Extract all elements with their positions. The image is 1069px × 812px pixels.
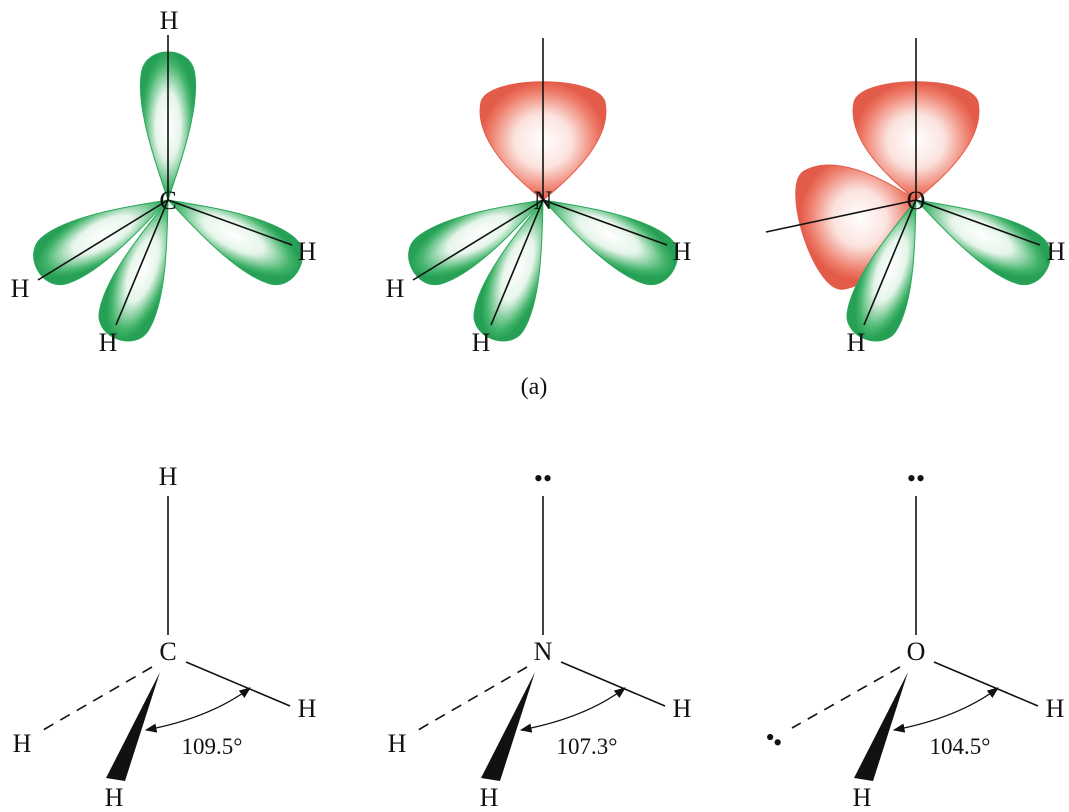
bond-angle-label: 107.3° xyxy=(557,734,618,759)
sp3-bonding-lobe xyxy=(846,198,917,342)
bond-line xyxy=(933,661,1039,707)
sp3-bonding-lobe xyxy=(541,199,678,286)
bond-line xyxy=(412,199,544,281)
atom-label-wedge: H xyxy=(853,783,872,812)
sp3-bonding-lobe xyxy=(473,198,544,342)
atom-label-center: N xyxy=(534,637,553,666)
atom-label-h: H xyxy=(99,328,118,357)
atom-label-left: H xyxy=(388,729,407,758)
atom-label-wedge: H xyxy=(105,783,124,812)
dashed-bond xyxy=(791,666,901,729)
atom-label-h: H xyxy=(386,274,405,303)
orbital-diagram-ch4: C H H H H xyxy=(11,6,317,357)
atom-label-center: O xyxy=(907,186,926,215)
bond-line xyxy=(560,661,666,707)
structure-ch4: H C H H H 109.5° xyxy=(13,462,317,812)
bond-angle-arc xyxy=(519,687,626,733)
orbital-diagram-h2o: O H H xyxy=(765,38,1066,357)
atom-label-right: H xyxy=(298,694,317,723)
atom-label-left: H xyxy=(13,729,32,758)
lone-pair-dots: •• xyxy=(534,464,552,493)
orbital-diagram-nh3: N H H H xyxy=(386,38,692,357)
atom-label-center: N xyxy=(534,186,553,215)
bond-line xyxy=(37,199,169,281)
atom-label-h: H xyxy=(847,328,866,357)
atom-label-center: C xyxy=(159,637,176,666)
bond-angle-label: 104.5° xyxy=(930,734,991,759)
atom-label-h: H xyxy=(298,237,317,266)
atom-label-h: H xyxy=(11,274,30,303)
bond-line xyxy=(167,199,293,246)
panel-label: (a) xyxy=(521,374,548,400)
bond-line xyxy=(915,199,1041,246)
bond-line xyxy=(490,199,544,326)
axis-line xyxy=(765,199,917,233)
sp3-bonding-lobe xyxy=(166,199,303,286)
bond-line xyxy=(863,199,917,326)
lone-pair-dots: •• xyxy=(758,723,790,757)
atom-label-h: H xyxy=(472,328,491,357)
lone-pair-dots: •• xyxy=(907,464,925,493)
bond-line xyxy=(542,199,668,246)
structure-nh3: •• N H H H 107.3° xyxy=(388,464,692,812)
atom-label-h: H xyxy=(160,6,179,35)
atom-label-h: H xyxy=(673,237,692,266)
bond-angle-arc xyxy=(892,687,999,733)
bond-line xyxy=(115,199,169,326)
atom-label-right: H xyxy=(1046,694,1065,723)
sp3-bonding-lobe xyxy=(98,198,169,342)
bond-angle-arc xyxy=(144,687,251,733)
structure-h2o: •• O H •• H 104.5° xyxy=(758,464,1065,812)
bond-line xyxy=(185,661,291,707)
bond-angle-label: 109.5° xyxy=(182,734,243,759)
atom-label-center: C xyxy=(159,186,176,215)
atom-label-right: H xyxy=(673,694,692,723)
dashed-bond xyxy=(412,666,528,734)
atom-label-center: O xyxy=(907,637,926,666)
atom-label-top: H xyxy=(159,462,178,491)
dashed-bond xyxy=(37,666,153,734)
atom-label-h: H xyxy=(1047,237,1066,266)
atom-label-wedge: H xyxy=(480,783,499,812)
sp3-bonding-lobe xyxy=(914,199,1051,286)
